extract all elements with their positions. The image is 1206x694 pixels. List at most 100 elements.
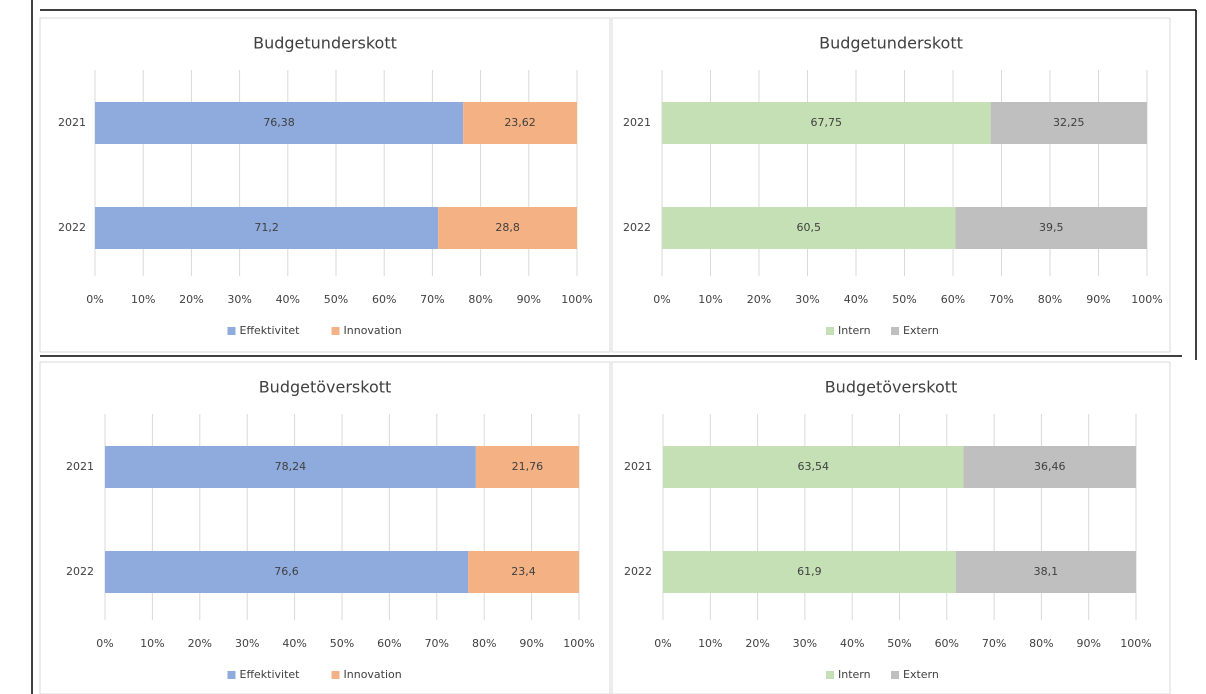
x-tick-label: 100% [1131,293,1162,306]
x-tick-label: 100% [1120,637,1151,650]
chart-frame [611,361,1171,694]
chart-title: Budgetöverskott [259,378,392,397]
bar-segment [963,446,1136,488]
x-tick-label: 70% [425,637,449,650]
x-tick-label: 30% [227,293,251,306]
legend-swatch [331,327,340,335]
bar-segment [438,207,577,249]
bar-segment [990,102,1147,144]
x-tick-label: 50% [887,637,911,650]
x-tick-label: 80% [1038,293,1062,306]
data-label: 60,5 [796,221,821,234]
data-label: 23,62 [504,116,536,129]
y-tick-label: 2021 [624,460,652,473]
x-tick-label: 60% [935,637,959,650]
legend-label: Innovation [344,668,402,681]
chart-title: Budgetunderskott [819,34,963,53]
legend-label: Extern [903,324,939,337]
legend-swatch [826,327,834,335]
data-label: 76,38 [263,116,295,129]
x-tick-label: 60% [377,637,401,650]
x-tick-label: 100% [563,637,594,650]
y-tick-label: 2021 [66,460,94,473]
legend-swatch [331,671,340,679]
x-tick-label: 50% [892,293,916,306]
legend-label: Effektivitet [240,324,301,337]
data-label: 71,2 [254,221,279,234]
bar-segment [662,102,991,144]
x-tick-label: 0% [86,293,103,306]
x-tick-label: 70% [420,293,444,306]
x-tick-label: 30% [793,637,817,650]
bar-segment [955,207,1147,249]
legend-label: Extern [903,668,939,681]
x-tick-label: 100% [561,293,592,306]
x-tick-label: 90% [519,637,543,650]
chart-title: Budgetöverskott [825,378,958,397]
chart-frame [39,361,611,694]
x-tick-label: 10% [140,637,164,650]
x-tick-label: 50% [330,637,354,650]
x-tick-label: 30% [235,637,259,650]
y-tick-label: 2022 [623,221,651,234]
x-tick-label: 10% [131,293,155,306]
y-tick-label: 2021 [58,116,86,129]
data-label: 39,5 [1039,221,1064,234]
x-tick-label: 0% [96,637,113,650]
x-tick-label: 80% [468,293,492,306]
x-tick-label: 0% [654,637,671,650]
x-tick-label: 10% [698,293,722,306]
x-tick-label: 80% [472,637,496,650]
x-tick-label: 10% [698,637,722,650]
x-tick-label: 50% [324,293,348,306]
data-label: 76,6 [274,565,299,578]
data-label: 67,75 [811,116,843,129]
legend-swatch [227,671,236,679]
bar-segment [663,446,964,488]
x-tick-label: 70% [982,637,1006,650]
chart-frame [39,17,611,353]
legend-label: Intern [838,668,871,681]
x-tick-label: 60% [941,293,965,306]
x-tick-label: 20% [747,293,771,306]
bar-segment [105,446,476,488]
bar-segment [95,102,464,144]
x-tick-label: 40% [844,293,868,306]
bar-segment [105,551,469,593]
bar-segment [955,551,1136,593]
x-tick-label: 20% [745,637,769,650]
x-tick-label: 0% [653,293,670,306]
x-tick-label: 20% [179,293,203,306]
legend-label: Intern [838,324,871,337]
x-tick-label: 40% [840,637,864,650]
data-label: 38,1 [1034,565,1059,578]
x-tick-label: 40% [282,637,306,650]
legend-swatch [227,327,236,335]
legend-label: Effektivitet [240,668,301,681]
data-label: 32,25 [1053,116,1085,129]
data-label: 23,4 [511,565,536,578]
data-label: 21,76 [512,460,544,473]
data-label: 28,8 [495,221,520,234]
chart-frame [611,17,1171,353]
data-label: 63,54 [798,460,830,473]
data-label: 36,46 [1034,460,1066,473]
data-label: 78,24 [275,460,307,473]
x-tick-label: 40% [276,293,300,306]
legend-label: Innovation [344,324,402,337]
bar-segment [662,207,956,249]
chart-title: Budgetunderskott [253,34,397,53]
data-label: 61,9 [797,565,822,578]
bar-segment [663,551,956,593]
x-tick-label: 30% [795,293,819,306]
x-tick-label: 90% [517,293,541,306]
x-tick-label: 90% [1086,293,1110,306]
x-tick-label: 20% [188,637,212,650]
y-tick-label: 2022 [66,565,94,578]
y-tick-label: 2022 [58,221,86,234]
x-tick-label: 60% [372,293,396,306]
x-tick-label: 90% [1076,637,1100,650]
bar-segment [463,102,577,144]
bar-segment [95,207,439,249]
